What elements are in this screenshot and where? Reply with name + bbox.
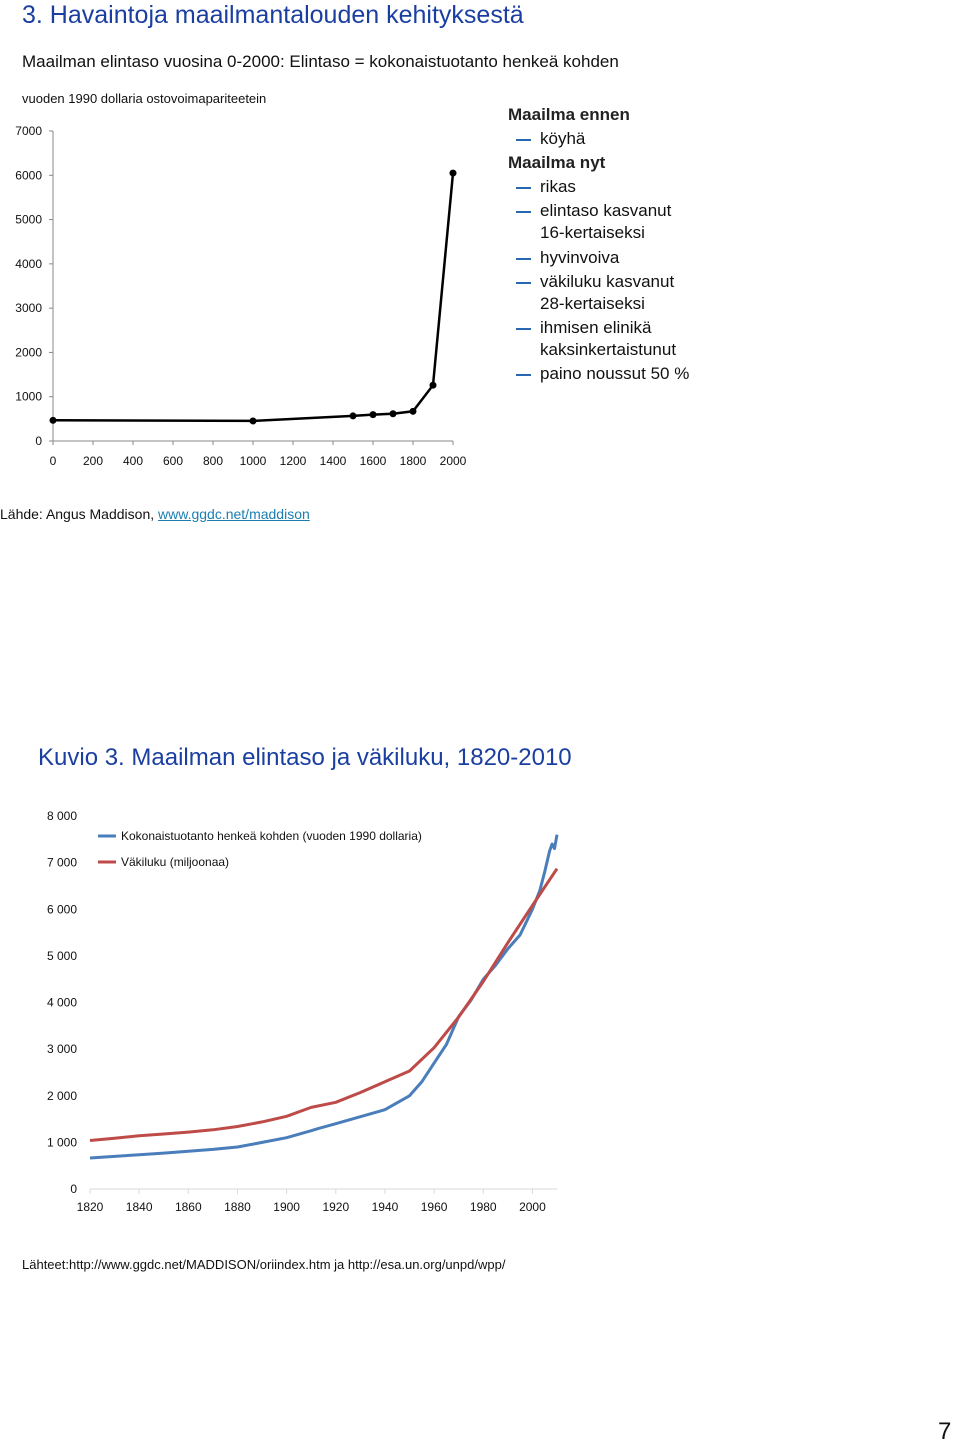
bullet-dash-icon bbox=[516, 211, 531, 214]
bullet-item: rikas bbox=[508, 176, 689, 198]
x-tick-label: 1200 bbox=[280, 454, 307, 468]
bullet-list: Maailma ennen köyhä Maailma nyt rikas elinta… bbox=[508, 102, 689, 385]
x-tick-label: 1820 bbox=[77, 1200, 104, 1214]
legend-label: Kokonaistuotanto henkeä kohden (vuoden 1… bbox=[121, 829, 422, 843]
bullet-item: väkiluku kasvanut 28-kertaiseksi bbox=[508, 271, 689, 315]
series-line-1 bbox=[89, 867, 559, 1142]
series-line-0 bbox=[89, 834, 559, 1160]
x-tick-label: 1980 bbox=[470, 1200, 497, 1214]
x-tick-label: 600 bbox=[163, 454, 183, 468]
bullet-item: elintaso kasvanut 16-kertaiseksi bbox=[508, 200, 689, 244]
bullet-text: paino noussut 50 % bbox=[540, 364, 690, 384]
bullet-text: elintaso kasvanut bbox=[540, 201, 672, 221]
bullet-dash-icon bbox=[516, 281, 531, 284]
bullet-dash-icon bbox=[516, 187, 531, 190]
bullet-dash-icon bbox=[516, 257, 531, 260]
bullet-text: köyhä bbox=[540, 129, 586, 149]
x-tick-label: 200 bbox=[83, 454, 103, 468]
bullet-text: väkiluku kasvanut bbox=[540, 271, 675, 291]
bullet-dash-icon bbox=[516, 139, 531, 142]
source-note-2: Lähteet:http://www.ggdc.net/MADDISON/ori… bbox=[22, 1257, 506, 1272]
data-point bbox=[369, 411, 377, 419]
data-point bbox=[349, 412, 357, 420]
bullet-header: Maailma ennen bbox=[508, 105, 630, 124]
y-tick-label: 3000 bbox=[15, 301, 42, 315]
x-tick-label: 1900 bbox=[273, 1200, 300, 1214]
bullet-item: hyvinvoiva bbox=[508, 247, 689, 269]
x-tick-label: 0 bbox=[50, 454, 57, 468]
source-note-1: Lähde: Angus Maddison, www.ggdc.net/madd… bbox=[0, 506, 310, 522]
bullet-text: rikas bbox=[540, 177, 576, 197]
y-tick-label: 2000 bbox=[15, 345, 42, 359]
chart1-title: Maailman elintaso vuosina 0-2000: Elinta… bbox=[22, 52, 619, 71]
x-tick-label: 1920 bbox=[322, 1200, 349, 1214]
source-note-1-prefix: Lähde: Angus Maddison, bbox=[0, 506, 159, 522]
x-tick-label: 1860 bbox=[175, 1200, 202, 1214]
bullet-header: Maailma nyt bbox=[508, 153, 606, 173]
legend-label: Väkiluku (miljoonaa) bbox=[121, 855, 229, 869]
x-tick-label: 400 bbox=[123, 454, 143, 468]
data-point bbox=[449, 169, 457, 177]
y-tick-label: 7 000 bbox=[47, 856, 77, 870]
bullet-text: hyvinvoiva bbox=[540, 247, 620, 267]
x-tick-label: 1940 bbox=[372, 1200, 399, 1214]
x-tick-label: 2000 bbox=[519, 1200, 546, 1214]
x-tick-label: 1840 bbox=[126, 1200, 153, 1214]
y-tick-label: 5000 bbox=[15, 213, 42, 227]
data-point bbox=[429, 381, 437, 389]
bullet-dash-icon bbox=[516, 327, 531, 330]
y-tick-label: 1 000 bbox=[47, 1135, 77, 1149]
x-tick-label: 1880 bbox=[224, 1200, 251, 1214]
x-tick-label: 1000 bbox=[240, 454, 267, 468]
legend: Kokonaistuotanto henkeä kohden (vuoden 1… bbox=[98, 829, 422, 869]
y-tick-label: 8 000 bbox=[47, 809, 77, 823]
series-line bbox=[52, 172, 455, 423]
bullet-text: 16-kertaiseksi bbox=[540, 223, 645, 243]
y-tick-label: 4 000 bbox=[47, 996, 77, 1010]
page-number: 7 bbox=[938, 1418, 952, 1445]
bullet-item: köyhä bbox=[508, 128, 689, 150]
data-point bbox=[49, 416, 57, 424]
bullet-text: 28-kertaiseksi bbox=[540, 293, 645, 313]
y-tick-label: 3 000 bbox=[47, 1042, 77, 1056]
chart2-living-standard-and-population: 0 1 000 2 000 3 000 4 000 5 000 6 000 7 000 8 00… bbox=[47, 809, 559, 1214]
y-tick-label: 0 bbox=[35, 434, 42, 448]
chart2-figure-title: Kuvio 3. Maailman elintaso ja väkiluku, … bbox=[38, 744, 572, 771]
data-point bbox=[389, 410, 397, 418]
y-tick-label: 0 bbox=[70, 1182, 77, 1196]
data-point bbox=[249, 417, 257, 425]
y-tick-label: 1000 bbox=[15, 390, 42, 404]
source-link[interactable]: www.ggdc.net/maddison bbox=[158, 506, 310, 522]
y-tick-label: 7000 bbox=[15, 124, 42, 138]
y-tick-label: 6000 bbox=[15, 168, 42, 182]
bullet-item: ihmisen elinikä kaksinkertaistunut bbox=[508, 317, 689, 361]
bullet-text: kaksinkertaistunut bbox=[540, 339, 677, 359]
bullet-dash-icon bbox=[516, 374, 531, 377]
y-tick-label: 4000 bbox=[15, 257, 42, 271]
x-tick-label: 1400 bbox=[320, 454, 347, 468]
y-tick-label: 2 000 bbox=[47, 1089, 77, 1103]
x-tick-label: 1800 bbox=[400, 454, 427, 468]
data-point bbox=[409, 407, 417, 415]
bullet-item: paino noussut 50 % bbox=[508, 363, 689, 385]
x-tick-label: 1600 bbox=[360, 454, 387, 468]
x-tick-label: 800 bbox=[203, 454, 223, 468]
chart1-y-axis-label: vuoden 1990 dollaria ostovoimapariteetei… bbox=[22, 91, 267, 106]
page-heading: 3. Havaintoja maailmantalouden kehitykse… bbox=[22, 1, 524, 29]
bullet-text: ihmisen elinikä bbox=[540, 317, 652, 337]
chart1-standard-of-living: 0 1000 2000 3000 4000 5000 6000 7000 0 200 400 600 8… bbox=[15, 124, 467, 468]
x-tick-label: 1960 bbox=[421, 1200, 448, 1214]
y-tick-label: 6 000 bbox=[47, 902, 77, 916]
y-tick-label: 5 000 bbox=[47, 949, 77, 963]
x-tick-label: 2000 bbox=[440, 454, 467, 468]
